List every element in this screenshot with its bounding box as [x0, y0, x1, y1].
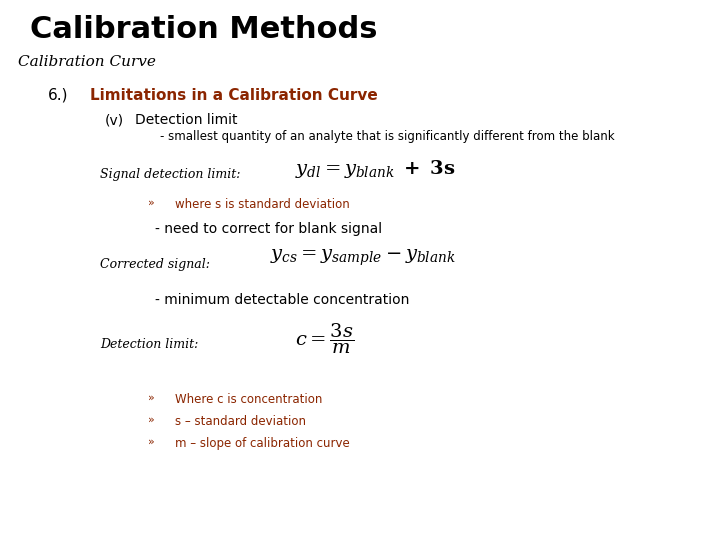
Text: »: »: [148, 393, 155, 403]
Text: Detection limit: Detection limit: [135, 113, 238, 127]
Text: s – standard deviation: s – standard deviation: [175, 415, 306, 428]
Text: Where c is concentration: Where c is concentration: [175, 393, 323, 406]
Text: »: »: [148, 415, 155, 425]
Text: Calibration Methods: Calibration Methods: [30, 15, 377, 44]
Text: »: »: [148, 198, 155, 208]
Text: - need to correct for blank signal: - need to correct for blank signal: [155, 222, 382, 236]
Text: 6.): 6.): [48, 88, 68, 103]
Text: m – slope of calibration curve: m – slope of calibration curve: [175, 437, 350, 450]
Text: $c = \dfrac{3s}{m}$: $c = \dfrac{3s}{m}$: [295, 322, 354, 356]
Text: $y_{cs} = y_{sample} - y_{blank}$: $y_{cs} = y_{sample} - y_{blank}$: [270, 248, 456, 268]
Text: (v): (v): [105, 113, 124, 127]
Text: - minimum detectable concentration: - minimum detectable concentration: [155, 293, 410, 307]
Text: Calibration Curve: Calibration Curve: [18, 55, 156, 69]
Text: $y_{dl} = y_{blank}$$\mathbf{\ +\ 3s}$: $y_{dl} = y_{blank}$$\mathbf{\ +\ 3s}$: [295, 158, 456, 180]
Text: Corrected signal:: Corrected signal:: [100, 258, 210, 271]
Text: where s is standard deviation: where s is standard deviation: [175, 198, 350, 211]
Text: Limitations in a Calibration Curve: Limitations in a Calibration Curve: [90, 88, 378, 103]
Text: Signal detection limit:: Signal detection limit:: [100, 168, 240, 181]
Text: - smallest quantity of an analyte that is significantly different from the blank: - smallest quantity of an analyte that i…: [160, 130, 615, 143]
Text: »: »: [148, 437, 155, 447]
Text: Detection limit:: Detection limit:: [100, 338, 199, 351]
